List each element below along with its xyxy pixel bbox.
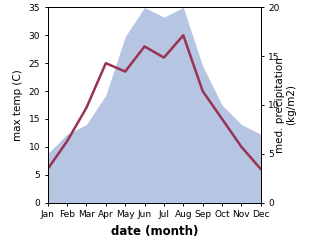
X-axis label: date (month): date (month)	[111, 225, 198, 238]
Y-axis label: med. precipitation
(kg/m2): med. precipitation (kg/m2)	[275, 57, 296, 153]
Y-axis label: max temp (C): max temp (C)	[13, 69, 23, 141]
